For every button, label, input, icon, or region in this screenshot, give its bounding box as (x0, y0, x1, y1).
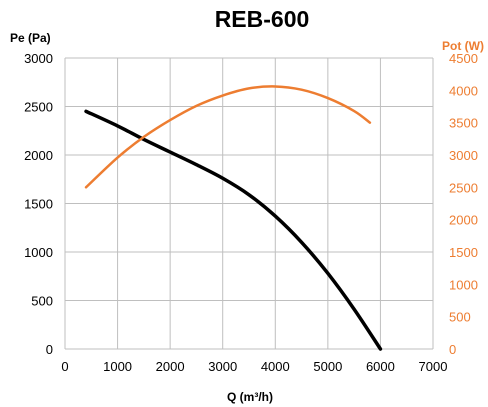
x-tick-label: 2000 (156, 359, 185, 374)
y2-tick-label: 3000 (449, 148, 478, 163)
y-tick-label: 2500 (24, 100, 53, 115)
y-tick-label: 1500 (24, 197, 53, 212)
y2-axis-label: Pot (W) (442, 39, 484, 53)
y2-tick-label: 4500 (449, 51, 478, 66)
y2-tick-label: 0 (449, 342, 456, 357)
y-tick-labels: 0 500 1000 1500 2000 2500 3000 (24, 51, 53, 357)
x-tick-label: 0 (61, 359, 68, 374)
power-curve (84, 85, 372, 189)
x-tick-labels: 0 1000 2000 3000 4000 5000 6000 7000 (61, 359, 447, 374)
y-tick-label: 1000 (24, 245, 53, 260)
x-axis-label: Q (m³/h) (227, 390, 273, 404)
y2-tick-label: 2500 (449, 180, 478, 195)
y2-tick-label: 1500 (449, 245, 478, 260)
x-tick-label: 1000 (103, 359, 132, 374)
y2-tick-label: 1000 (449, 277, 478, 292)
y-tick-label: 0 (46, 342, 53, 357)
series-lines (84, 85, 383, 351)
y2-tick-label: 3500 (449, 116, 478, 131)
x-tick-label: 3000 (208, 359, 237, 374)
x-tick-label: 6000 (366, 359, 395, 374)
y-tick-label: 3000 (24, 51, 53, 66)
y2-tick-label: 500 (449, 310, 471, 325)
y2-tick-label: 4000 (449, 83, 478, 98)
grid (64, 57, 434, 350)
x-tick-label: 7000 (419, 359, 448, 374)
chart-title: REB-600 (215, 6, 310, 32)
y2-tick-label: 2000 (449, 213, 478, 228)
x-tick-label: 4000 (261, 359, 290, 374)
y-tick-label: 2000 (24, 148, 53, 163)
y2-tick-labels: 0 500 1000 1500 2000 2500 3000 3500 4000 4500 (449, 51, 478, 357)
y-axis-label: Pe (Pa) (10, 31, 51, 45)
x-tick-label: 5000 (313, 359, 342, 374)
y-tick-label: 500 (31, 294, 53, 309)
